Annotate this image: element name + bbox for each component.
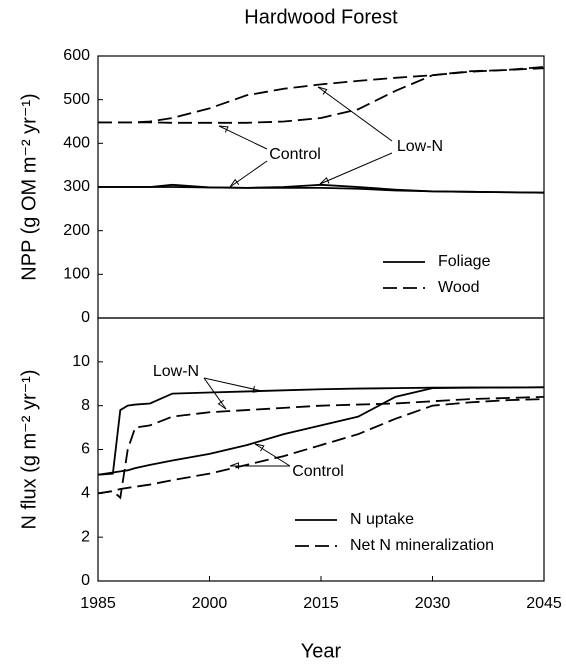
x-tick-label: 2015 [303, 595, 339, 612]
annotation: Control [292, 463, 344, 480]
legend-label: Net N mineralization [350, 537, 494, 554]
annotation-arrow [203, 377, 227, 410]
y-tick-label: 300 [63, 178, 90, 195]
arrow-head [319, 176, 330, 185]
legend-label: N uptake [350, 511, 414, 528]
data-line [98, 183, 545, 194]
y-tick-label: 600 [63, 47, 90, 64]
annotation-arrow [317, 86, 393, 142]
y-tick-label: 0 [81, 572, 90, 589]
annotation: Low-N [397, 138, 443, 155]
data-line [98, 66, 545, 124]
y-tick-label: 4 [81, 485, 90, 502]
y-axis-label: NPP (g OM m⁻² yr⁻¹) [18, 93, 40, 280]
legend-label: Wood [438, 279, 480, 296]
annotation: Control [269, 146, 321, 163]
arrow-head [229, 178, 240, 188]
annotation-arrow [254, 443, 291, 467]
data-line [97, 386, 545, 476]
y-tick-label: 0 [81, 309, 90, 326]
data-line [97, 396, 545, 500]
annotation: Low-N [153, 363, 199, 380]
y-tick-label: 200 [63, 222, 90, 239]
x-tick-label: 2030 [415, 595, 451, 612]
y-tick-label: 8 [81, 397, 90, 414]
annotation-arrow [319, 152, 393, 185]
arrow-head [252, 386, 263, 393]
x-tick-label: 2000 [192, 595, 228, 612]
y-axis-label: N flux (g m⁻² yr⁻¹) [18, 370, 40, 530]
y-tick-label: 6 [81, 441, 90, 458]
x-axis-label: Year [301, 640, 342, 662]
data-line [98, 67, 545, 124]
annotation-arrow [229, 160, 268, 188]
y-tick-label: 10 [72, 353, 90, 370]
y-tick-label: 400 [63, 135, 90, 152]
arrow-head [254, 443, 265, 452]
arrow-head [217, 399, 227, 410]
y-tick-label: 100 [63, 266, 90, 283]
arrow-head [229, 462, 239, 470]
x-tick-label: 2045 [526, 595, 562, 612]
arrow-head [317, 86, 328, 95]
data-line [97, 398, 545, 495]
chart-title: Hardwood Forest [244, 6, 398, 28]
arrow-head [218, 125, 229, 133]
x-tick-label: 1985 [80, 595, 116, 612]
y-tick-label: 2 [81, 528, 90, 545]
y-tick-label: 500 [63, 91, 90, 108]
legend-label: Foliage [438, 253, 491, 270]
annotation-arrow [203, 377, 263, 392]
